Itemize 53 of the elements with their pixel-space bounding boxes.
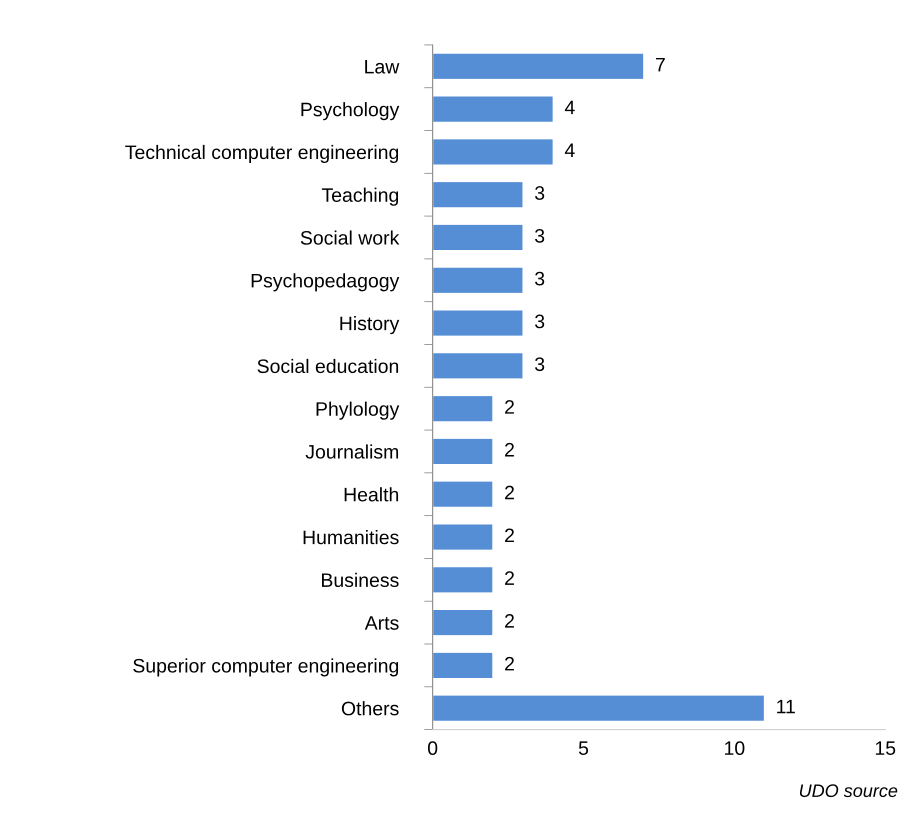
text: UDO source [800,784,898,798]
data-label: 4 [564,144,575,157]
y-tick-label: Others [342,701,399,716]
bar [432,651,494,680]
y-tick-label: Health [344,487,398,502]
bar [432,138,554,166]
bar [432,437,494,466]
bar [432,309,524,338]
data-label: 3 [535,228,544,243]
y-tick-label: Superior computer engineering [133,658,398,676]
bar [432,480,494,508]
y-tick-label: Teaching [322,188,398,206]
data-label: 2 [505,486,514,500]
bar [432,52,645,80]
data-label: 3 [535,357,544,372]
bar [432,95,554,124]
bar [432,224,524,252]
y-tick-label: Humanities [304,530,399,544]
data-label: 2 [505,614,514,628]
bar [432,694,766,722]
data-label: 3 [535,186,544,200]
data-label: 11 [777,700,795,714]
data-label: 3 [535,314,544,328]
data-label: 2 [505,400,514,414]
data-label: 4 [564,100,575,114]
bar [432,523,494,551]
y-tick-label: Psychology [301,102,400,120]
bar [432,566,494,594]
y-tick-label: Business [322,572,399,588]
x-tick-label: 10 [725,741,744,755]
data-label: 2 [505,528,514,542]
data-label: 3 [535,272,544,286]
x-tick-label: 0 [428,741,438,755]
bar [432,266,524,294]
y-tick-label: Technical computer engineering [125,144,398,163]
bar [432,352,524,380]
y-tick-label: Law [365,60,400,74]
data-label: 2 [505,571,514,585]
y-tick-label: Arts [364,616,399,630]
data-label: 7 [656,58,665,72]
y-tick-label: Social education [258,358,398,374]
x-tick-label: 15 [876,741,896,755]
data-label: 2 [505,442,514,456]
y-tick-label: Social work [300,230,400,245]
data-label: 2 [505,656,514,670]
bar [432,394,494,423]
x-tick-label: 5 [578,741,588,755]
bar [432,180,524,209]
y-tick-label: Journalism [306,444,398,459]
y-tick-label: Psychopedagogy [252,273,400,292]
y-tick-label: Phylology [316,402,400,420]
y-tick-label: History [340,316,400,334]
bar [432,608,494,637]
